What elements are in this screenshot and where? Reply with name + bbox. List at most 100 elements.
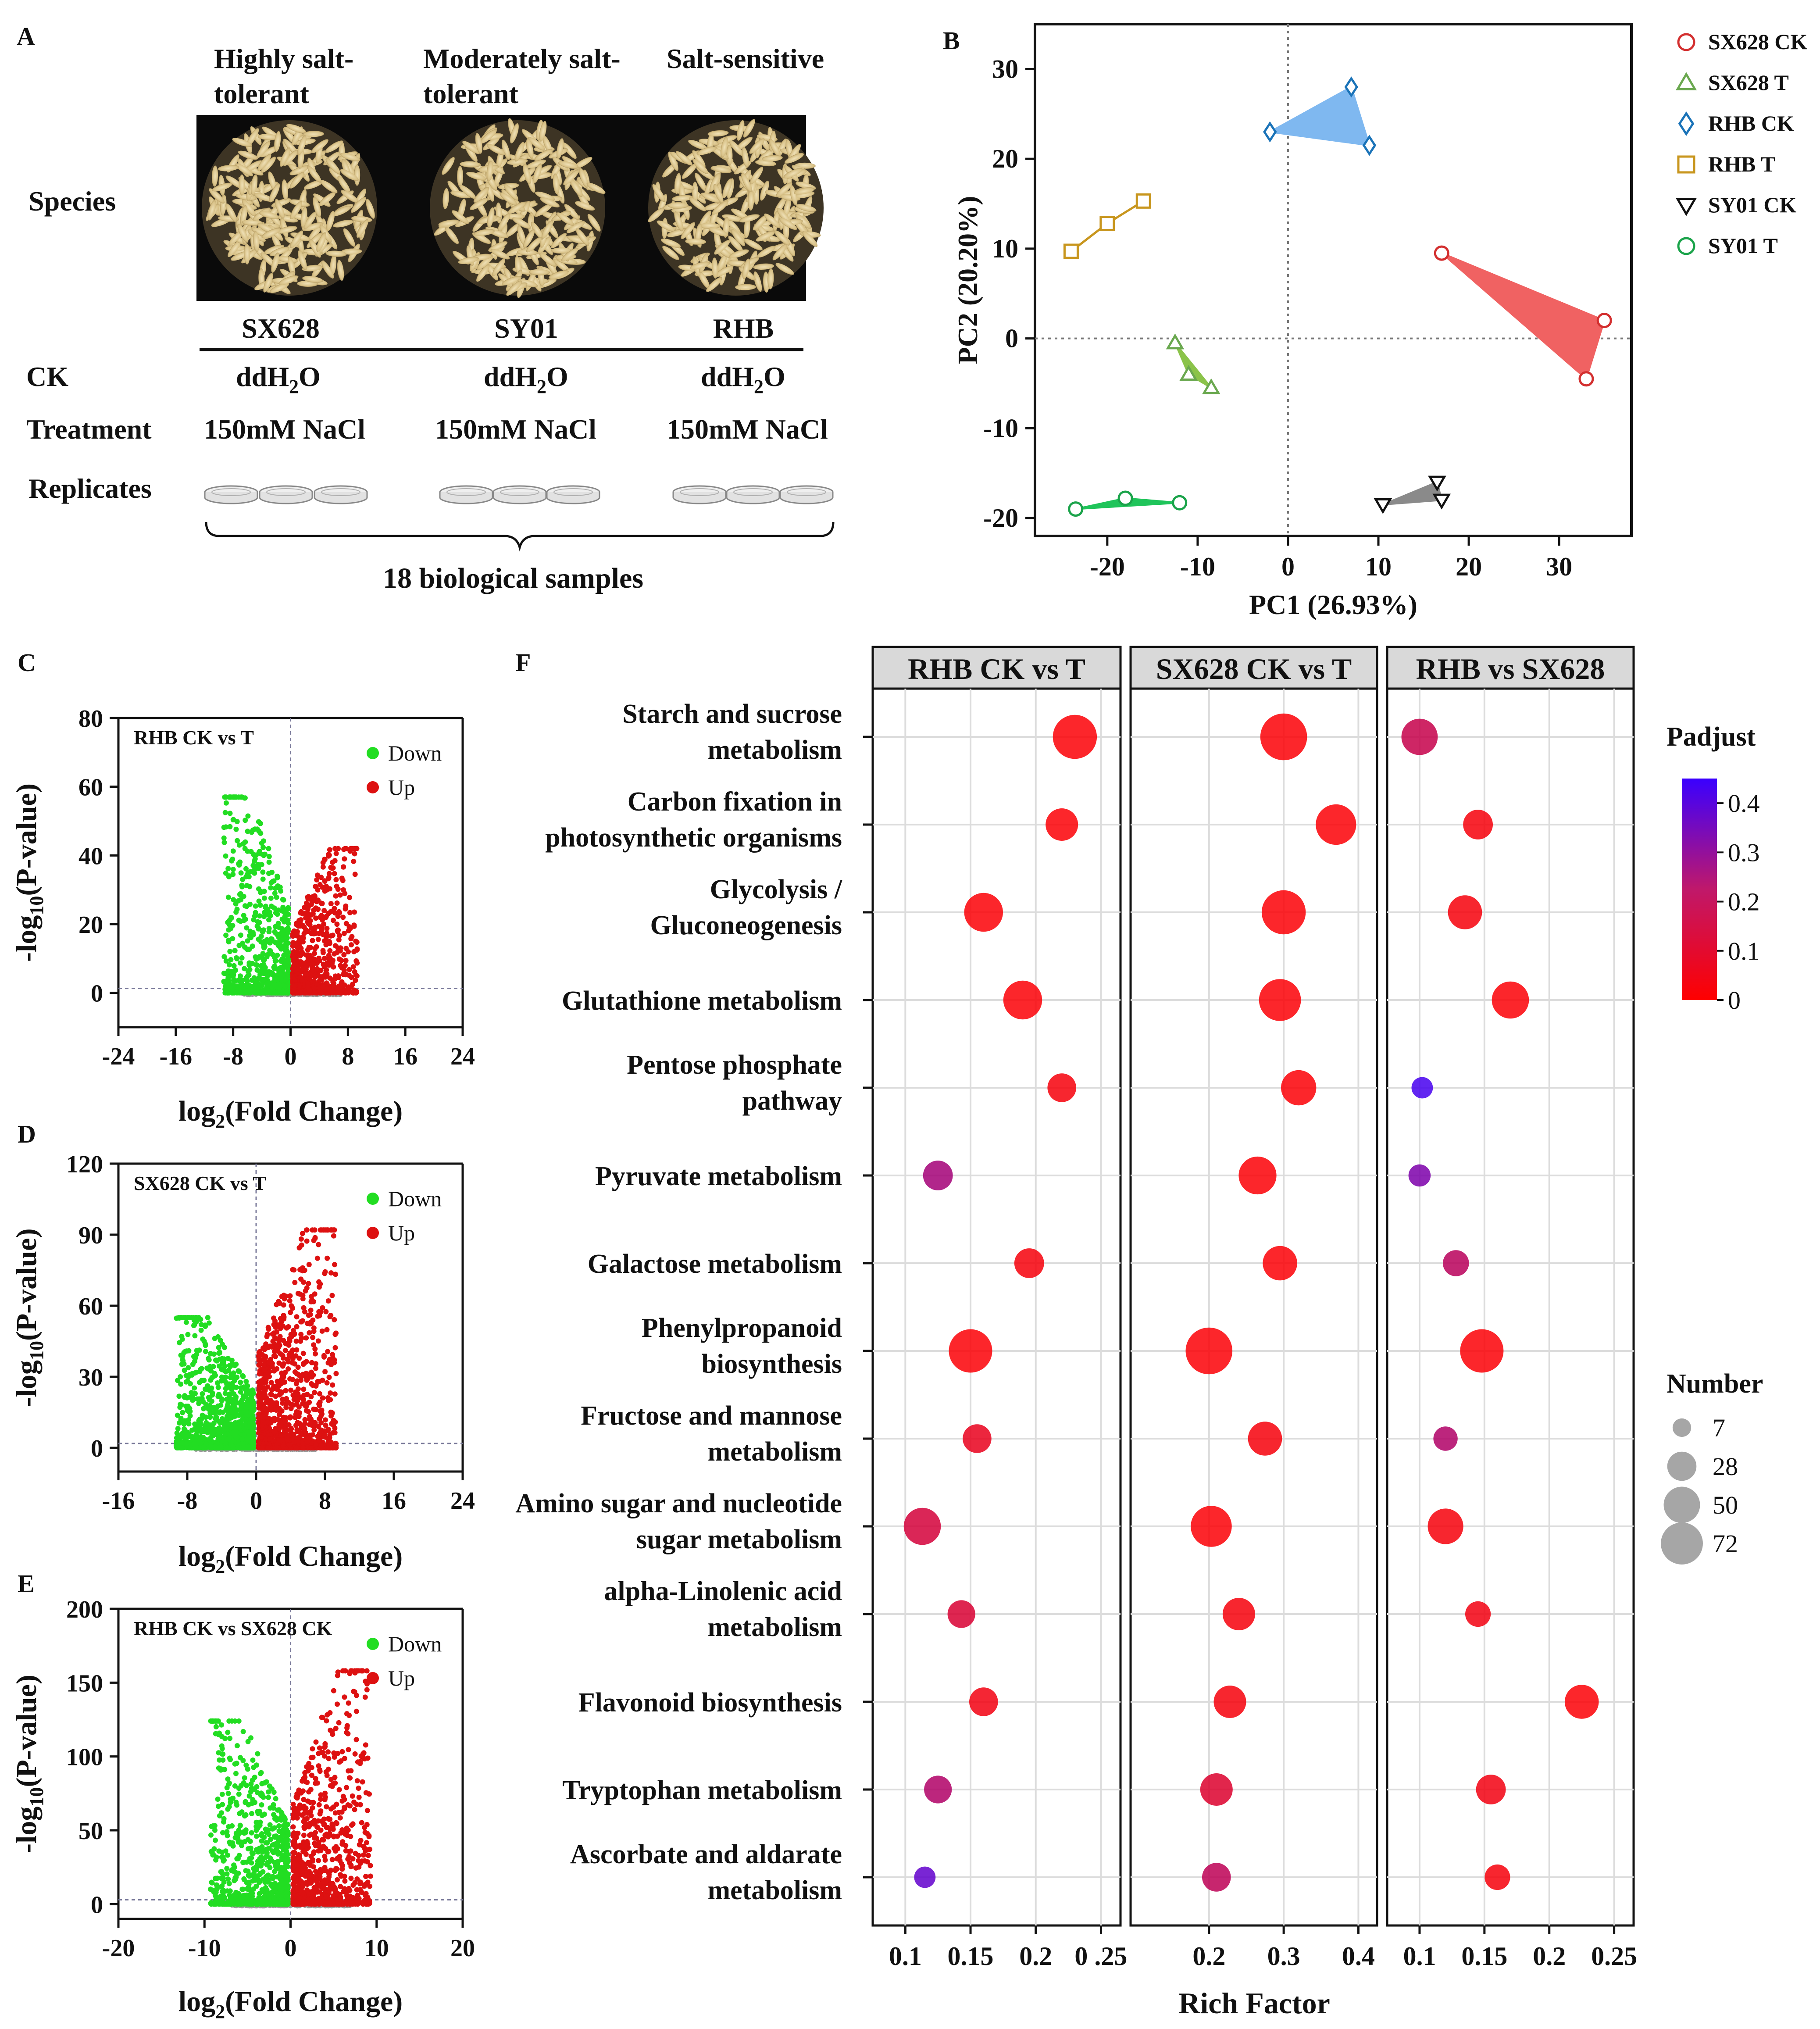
rice-grain: [318, 192, 336, 206]
rice-grain: [289, 171, 304, 189]
rice-grain: [714, 239, 731, 255]
volcano-point-up: [297, 953, 303, 959]
volcano-point-down: [206, 1356, 211, 1361]
rice-grain: [706, 277, 722, 292]
rice-grain: [735, 136, 753, 151]
rice-grain: [535, 203, 553, 217]
volcano-point-up: [306, 921, 311, 927]
rice-grain: [728, 236, 743, 252]
volcano-point-up: [305, 981, 311, 986]
rice-grain: [238, 150, 258, 160]
volcano-point-down: [254, 984, 260, 989]
volcano-point-up: [284, 1427, 290, 1433]
pca-point: [1374, 498, 1392, 514]
pca-x-tick-label: -10: [1180, 552, 1215, 581]
volcano-point-up: [328, 1390, 333, 1396]
legend-label-up: Up: [388, 775, 415, 800]
pca-point: [1166, 333, 1185, 350]
rice-grain: [534, 149, 553, 161]
rice-grain: [662, 246, 679, 260]
volcano-point-down: [250, 989, 255, 995]
rice-grain: [462, 141, 480, 154]
volcano-y-tick-label: 30: [79, 1364, 103, 1391]
volcano-point-up: [318, 1420, 324, 1425]
total-samples: 18 biological samples: [383, 562, 643, 594]
volcano-point-down: [238, 1379, 243, 1385]
volcano-point-down: [276, 966, 282, 972]
rice-grain: [340, 153, 360, 161]
volcano-point-up: [290, 1377, 296, 1382]
volcano-point-down: [277, 884, 283, 890]
rice-grain: [726, 144, 733, 166]
volcano-point-down: [253, 852, 259, 858]
volcano-point-up: [290, 954, 296, 960]
legend-label: SX628 CK: [1708, 29, 1808, 54]
species-name-sy01: SY01: [494, 313, 558, 344]
volcano-y-tick-label: 90: [79, 1222, 103, 1249]
volcano-point-up: [341, 864, 346, 870]
volcano-point-down: [259, 989, 264, 994]
volcano-point-up: [305, 929, 310, 934]
rice-grain: [722, 214, 743, 222]
volcano-points: [173, 1227, 339, 1452]
rice-grain: [668, 151, 678, 171]
volcano-point-down: [198, 1327, 204, 1333]
volcano-point-up: [311, 1342, 317, 1348]
rice-grain: [445, 227, 459, 244]
petri-dish-icon: [314, 485, 368, 504]
legend-marker: [1677, 237, 1695, 255]
volcano-point-up: [263, 1375, 268, 1381]
volcano-point-up: [341, 931, 347, 936]
volcano-point-up: [301, 961, 307, 966]
rice-grain: [260, 146, 279, 157]
volcano-point-up: [256, 1411, 262, 1417]
rice-grain: [283, 150, 298, 166]
volcano-point-up: [313, 884, 318, 889]
volcano-point-up: [306, 1262, 312, 1268]
rice-grain: [748, 189, 754, 211]
col-title-2-line1: Moderately salt-: [423, 43, 621, 74]
rice-grain: [337, 260, 344, 281]
volcano-point-down: [272, 958, 278, 964]
rice-grain: [276, 226, 297, 234]
rice-grain: [772, 244, 787, 261]
rice-grain: [701, 193, 721, 203]
panel-d-letter: D: [18, 1120, 36, 1148]
volcano-point-up: [319, 1328, 325, 1334]
rice-grain: [802, 231, 818, 247]
rice-grain: [549, 270, 569, 279]
volcano-point-down: [282, 937, 288, 943]
volcano-point-down: [245, 813, 251, 819]
volcano-point-up: [300, 966, 306, 972]
volcano-point-up: [325, 1426, 331, 1432]
rice-grain: [672, 195, 693, 201]
volcano-point-down: [281, 953, 287, 958]
rice-grain: [486, 161, 493, 182]
volcano-point-up: [330, 964, 336, 969]
volcano-point-down: [239, 884, 245, 889]
volcano-x-tick-label: 16: [382, 1487, 406, 1515]
volcano-y-tick-label: 120: [66, 1151, 103, 1178]
volcano-x-tick-label: 0: [285, 1043, 297, 1070]
rice-grain: [712, 200, 729, 215]
rice-grain: [744, 239, 763, 250]
rice-grain: [498, 213, 510, 232]
volcano-point-up: [311, 1406, 317, 1412]
volcano-point-down: [256, 886, 261, 892]
pca-y-tick-label: 30: [992, 54, 1018, 83]
volcano-point-down: [281, 897, 286, 903]
volcano-point-down: [250, 943, 255, 949]
volcano-point-down: [222, 1345, 227, 1350]
rice-grain: [779, 218, 797, 230]
rice-grain: [232, 138, 252, 147]
rice-grain: [763, 271, 770, 293]
volcano-point-down: [260, 869, 266, 875]
volcano-point-up: [327, 959, 333, 964]
volcano-point-down: [190, 1397, 196, 1403]
volcano-point-down: [225, 975, 231, 980]
legend-label-down: Down: [388, 741, 442, 765]
volcano-point-up: [294, 1371, 300, 1376]
petri-dish-icon: [492, 485, 547, 504]
volcano-point-down: [241, 913, 246, 918]
rice-grain: [551, 247, 572, 254]
